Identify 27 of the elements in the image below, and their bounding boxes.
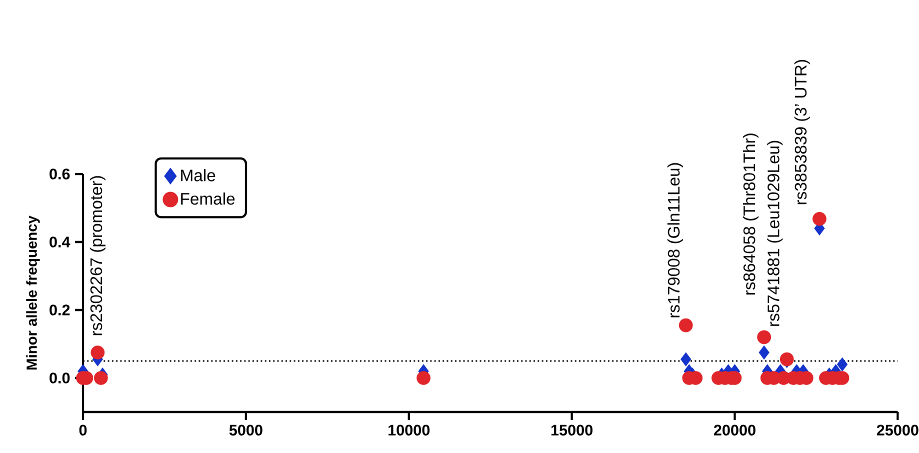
x-tick-label: 20000 bbox=[714, 424, 756, 436]
y-tick-label: 0.2 bbox=[50, 304, 70, 316]
point bbox=[837, 357, 848, 372]
point bbox=[758, 346, 770, 360]
x-tick-label: 15000 bbox=[551, 424, 592, 436]
annotation: rs864058 (Thr801Thr) bbox=[742, 134, 759, 294]
annotation: rs179008 (Gln11Leu) bbox=[667, 163, 683, 318]
point bbox=[757, 330, 772, 344]
x-tick-label: 0 bbox=[79, 424, 87, 436]
legend-label: Female bbox=[181, 192, 235, 205]
y-tick-label: 0.0 bbox=[50, 372, 70, 384]
point bbox=[90, 346, 105, 360]
point bbox=[94, 371, 108, 385]
point bbox=[680, 352, 692, 366]
x-tick-label: 25000 bbox=[876, 424, 918, 436]
point bbox=[812, 212, 826, 226]
x-tick-label: 5000 bbox=[229, 424, 262, 436]
annotation: rs3853839 (3’ UTR) bbox=[794, 60, 810, 204]
annotation: rs5741881 (Leu1029Leu) bbox=[767, 140, 783, 326]
point bbox=[416, 371, 430, 385]
point bbox=[678, 318, 693, 332]
y-tick-label: 0.4 bbox=[50, 236, 70, 248]
x-tick-label: 10000 bbox=[388, 424, 430, 436]
legend-label: Male bbox=[181, 169, 216, 182]
annotation: rs2302267 (promoter) bbox=[90, 176, 106, 336]
y-axis-title: Minor allele frequency bbox=[26, 216, 40, 370]
y-tick-label: 0.6 bbox=[50, 168, 70, 180]
